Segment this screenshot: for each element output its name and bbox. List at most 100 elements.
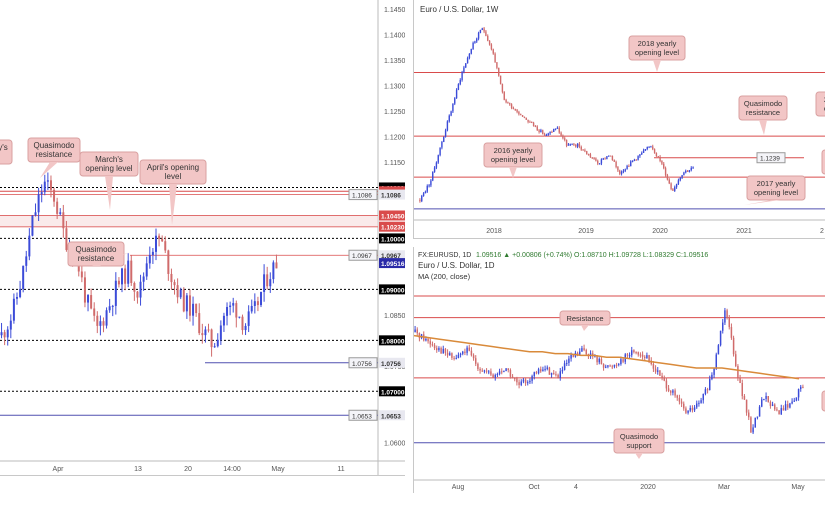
weekly-candle [534, 125, 537, 127]
daily-candle [518, 382, 520, 385]
weekly-candle [426, 185, 428, 192]
left-candle [28, 235, 31, 257]
weekly-candle [481, 28, 483, 30]
eurusd-1d-chart-panel[interactable]: FX:EURUSD, 1D 1.09516 ▲ +0.00806 (+0.74%)… [413, 247, 825, 493]
left-candle [83, 277, 86, 303]
daily-candle [722, 322, 724, 331]
daily-candle [559, 371, 561, 378]
left-candle [188, 295, 191, 316]
price-marker-label: 1.09000 [381, 287, 405, 294]
daily-candle [763, 398, 765, 400]
left-candle [145, 263, 148, 277]
weekly-candle [432, 171, 434, 181]
svg-text:level: level [165, 172, 182, 181]
weekly-candle [503, 91, 505, 100]
weekly-candle [663, 163, 665, 169]
weekly-candle [677, 180, 680, 185]
daily-candle [501, 371, 503, 373]
left-candle [263, 274, 266, 292]
daily-candle [780, 408, 782, 415]
left-candle [37, 194, 40, 213]
left-candle [121, 268, 124, 285]
daily-candle [414, 329, 416, 332]
price-tick-label: 1.06000 [384, 440, 405, 447]
daily-candle [522, 379, 525, 382]
left-candle [244, 325, 247, 331]
svg-text:opening level: opening level [85, 164, 132, 173]
left-candle [235, 303, 238, 318]
left-candle [229, 305, 232, 308]
price-marker [379, 221, 405, 232]
left-candle [176, 285, 179, 298]
price-marker-label: 1.10450 [381, 213, 405, 220]
daily-candle [752, 427, 754, 433]
daily-candle [485, 370, 488, 372]
price-tick-label: 1.13500 [384, 58, 405, 65]
daily-candle [793, 400, 795, 402]
level-value-box [348, 189, 378, 201]
daily-candle [711, 374, 713, 380]
left-candle [195, 303, 198, 314]
weekly-candle [551, 131, 553, 133]
weekly-candle [509, 103, 511, 105]
daily-candle [507, 368, 509, 371]
daily-candle [626, 354, 629, 356]
left-candle [56, 201, 59, 214]
daily-candle [540, 369, 542, 372]
eurusd-1w-chart[interactable]: Euro / U.S. Dollar, 1W 1.1239 2018 2019 2020… [414, 0, 825, 238]
left-candle [80, 271, 83, 278]
left-candle [108, 306, 111, 311]
weekly-candle [536, 126, 538, 131]
weekly-candle [494, 53, 496, 63]
weekly-candle [562, 135, 564, 139]
svg-text:o: o [824, 104, 825, 113]
daily-candle [524, 379, 527, 384]
weekly-candle [690, 167, 692, 171]
daily-candle [659, 370, 661, 376]
weekly-candle [545, 134, 548, 136]
date-tick-label: 2021 [736, 228, 752, 235]
daily-candle [520, 381, 522, 385]
weekly-candle [622, 170, 625, 172]
date-tick-label: Apr [53, 466, 65, 473]
daily-candle [457, 354, 460, 358]
daily-candle [416, 329, 418, 334]
left-candle [114, 280, 117, 306]
level-value-label: 1.0967 [352, 253, 372, 260]
price-marker-label: 1.10000 [381, 236, 405, 243]
svg-text:April's opening: April's opening [147, 163, 199, 172]
date-tick-label: Aug [452, 484, 465, 491]
eurusd-1w-chart-panel[interactable]: Euro / U.S. Dollar, 1W 1.1239 2018 2019 2020… [413, 0, 825, 239]
left-candle [0, 332, 3, 336]
left-candle [19, 289, 22, 298]
weekly-candle [655, 153, 658, 157]
daily-candle [782, 408, 785, 411]
date-tick-label: 2020 [652, 228, 668, 235]
daily-candle [440, 348, 442, 354]
daily-candle [724, 310, 726, 323]
left-candle [90, 295, 93, 309]
date-tick-label: 2 [820, 228, 824, 235]
eurusd-4h-chart-panel[interactable]: 1.14500 1.14000 1.13500 1.13000 1.12500 1.120… [0, 0, 406, 476]
left-candle [93, 308, 96, 316]
left-candle [192, 303, 195, 316]
annotation-partial [821, 390, 825, 412]
daily-candle [511, 376, 514, 379]
resistance-zone [0, 215, 378, 227]
daily-candle [600, 358, 603, 365]
weekly-candle [527, 119, 529, 122]
eurusd-1d-chart[interactable]: FX:EURUSD, 1D 1.09516 ▲ +0.00806 (+0.74%)… [414, 247, 825, 493]
daily-candle [609, 365, 611, 367]
eurusd-4h-chart[interactable]: 1.14500 1.14000 1.13500 1.13000 1.12500 1.120… [0, 0, 405, 475]
daily-candle [791, 401, 793, 404]
weekly-candle [419, 199, 421, 202]
date-tick-label: Mar [718, 484, 731, 491]
weekly-candle [540, 130, 542, 132]
daily-candle [444, 348, 447, 353]
price-tick-label: 1.14500 [384, 7, 405, 14]
weekly-candle [661, 160, 663, 164]
daily-candle [566, 362, 568, 364]
date-tick-label: 20 [184, 466, 192, 473]
